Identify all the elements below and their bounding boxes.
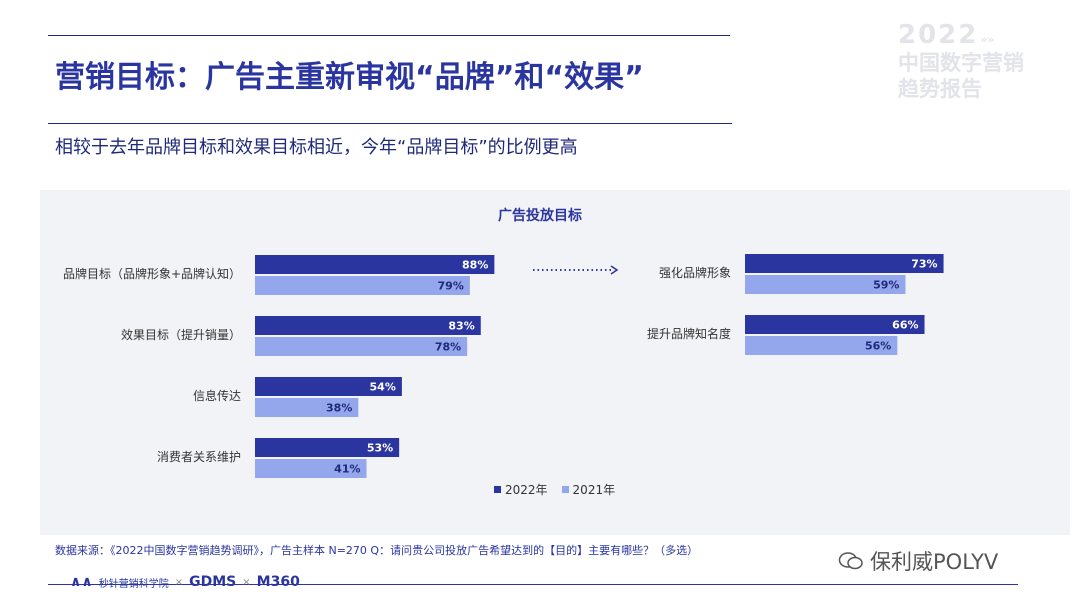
bar-2022 bbox=[255, 255, 495, 274]
category-label: 消费者关系维护 bbox=[157, 450, 241, 464]
bar-2022 bbox=[255, 316, 481, 335]
legend-swatch-2021 bbox=[561, 486, 569, 493]
badge-line-2: 趋势报告 bbox=[898, 77, 982, 101]
bar-2021 bbox=[255, 459, 367, 478]
legend-label-2021: 2021年 bbox=[572, 483, 616, 497]
chart-legend: 2022年 2021年 bbox=[494, 481, 615, 498]
page-title: 营销目标：广告主重新审视“品牌”和“效果” bbox=[55, 60, 644, 95]
right-chart: 强化品牌形象 73% 59% 提升品牌知名度 66%56% bbox=[647, 254, 944, 355]
logo-separator: × bbox=[174, 576, 184, 588]
footer-logos: ∧∧ 秒针营销科学院 × GDMS × M360 bbox=[70, 574, 300, 590]
bar-value-label: 66% bbox=[892, 319, 918, 332]
brand2-logo: GDMS bbox=[189, 574, 237, 590]
legend-swatch-2022 bbox=[494, 486, 501, 493]
bar-value-label: 38% bbox=[326, 402, 352, 415]
category-label: 信息传达 bbox=[193, 388, 241, 403]
category-label: 品牌目标（品牌形象+品牌认知） bbox=[63, 267, 241, 281]
bar-value-label: 54% bbox=[370, 381, 396, 394]
bar-2022 bbox=[745, 254, 944, 273]
brand3-logo: M360 bbox=[256, 574, 300, 590]
title-rule bbox=[48, 123, 732, 124]
legend-item-2022: 2022年 bbox=[494, 481, 548, 498]
bar-2022 bbox=[255, 438, 400, 457]
left-chart: 品牌目标（品牌形象+品牌认知） 88% 79% 效果目标（提升销量） 83% 78% 信息传… bbox=[63, 255, 495, 478]
chart-title: 广告投放目标 bbox=[498, 208, 582, 224]
bar-value-label: 83% bbox=[448, 320, 474, 333]
badge-year-text: 2022 bbox=[898, 20, 979, 50]
bar-value-label: 53% bbox=[367, 442, 393, 455]
wechat-icon bbox=[838, 552, 863, 570]
bar-2022 bbox=[745, 315, 925, 334]
logo-separator-2: × bbox=[242, 576, 251, 588]
badge-line-1: 中国数字营销 bbox=[898, 51, 1024, 75]
bar-2022 bbox=[255, 377, 402, 396]
brand1-name: 秒针营销科学院 bbox=[98, 578, 169, 590]
bar-value-label: 79% bbox=[438, 280, 464, 293]
bar-2021 bbox=[255, 398, 359, 417]
arrow-head-icon bbox=[610, 265, 619, 275]
watermark-text: 保利威POLYV bbox=[870, 550, 999, 574]
data-source-note: 数据来源：《2022中国数字营销趋势调研》，广告主样本 N=270 Q：请问贵公… bbox=[55, 544, 699, 557]
badge-year: 2022»» bbox=[898, 20, 1068, 50]
page-subtitle: 相较于去年品牌目标和效果目标相近，今年“品牌目标”的比例更高 bbox=[55, 137, 578, 158]
bar-value-label: 59% bbox=[873, 279, 899, 292]
category-label: 效果目标（提升销量） bbox=[121, 327, 241, 342]
bar-value-label: 73% bbox=[911, 258, 937, 271]
bar-2021 bbox=[255, 337, 468, 356]
report-badge: 2022»» 中国数字营销 趋势报告 bbox=[898, 20, 1068, 102]
legend-item-2021: 2021年 bbox=[561, 481, 616, 498]
dotted-arrow bbox=[533, 265, 619, 275]
bar-value-label: 56% bbox=[865, 340, 891, 353]
legend-label-2022: 2022年 bbox=[505, 483, 548, 497]
watermark: 保利威POLYV bbox=[838, 546, 998, 576]
bar-2021 bbox=[255, 276, 470, 295]
top-rule bbox=[48, 35, 730, 36]
bar-value-label: 88% bbox=[462, 259, 488, 272]
brand1-logo-icon: ∧∧ bbox=[70, 574, 93, 590]
bar-value-label: 41% bbox=[334, 463, 360, 476]
bar-value-label: 78% bbox=[435, 341, 461, 354]
bar-2021 bbox=[745, 275, 906, 294]
badge-arrows: »» bbox=[980, 33, 995, 46]
bottom-rule bbox=[48, 584, 1018, 585]
chart-panel bbox=[40, 190, 1070, 535]
category-label: 强化品牌形象 bbox=[659, 266, 731, 280]
category-label: 提升品牌知名度 bbox=[647, 326, 731, 341]
bar-2021 bbox=[745, 336, 898, 355]
